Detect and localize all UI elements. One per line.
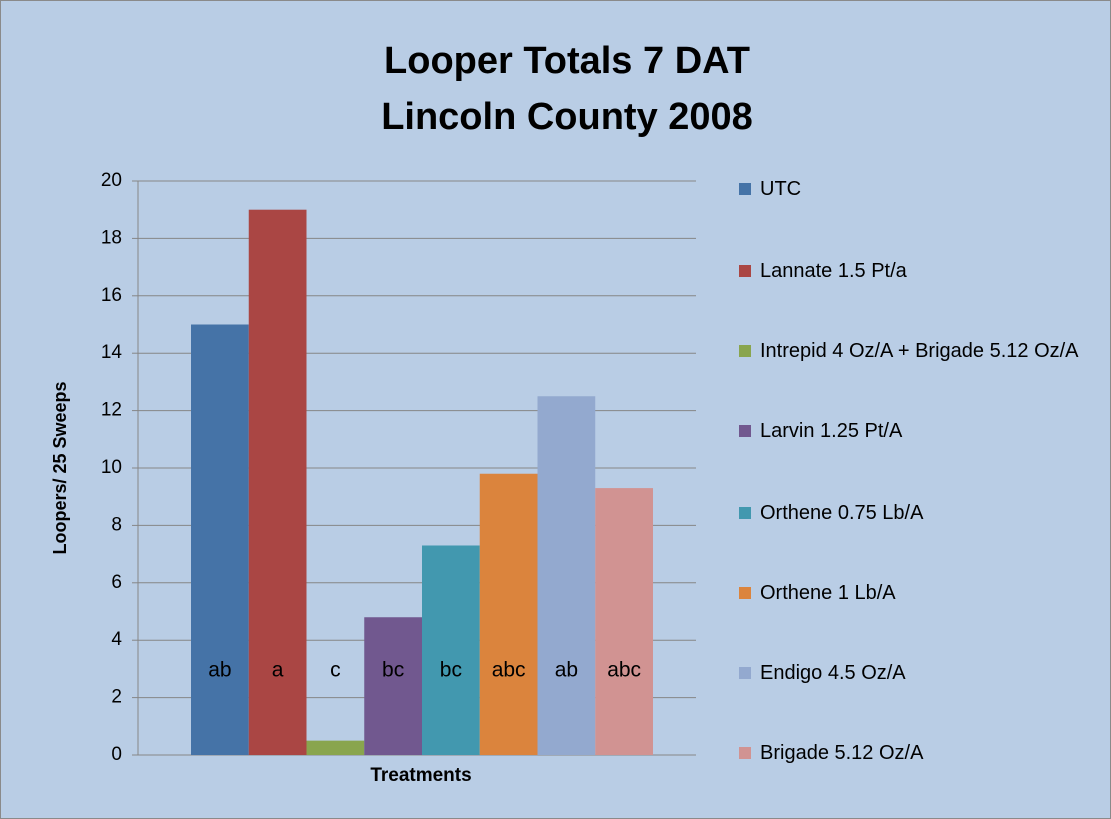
bar-annotation: ab — [208, 659, 231, 682]
legend-entry: Brigade 5.12 Oz/A — [739, 738, 1099, 768]
legend-label: Orthene 1 Lb/A — [760, 582, 896, 604]
legend-swatch — [739, 667, 751, 679]
bar — [595, 488, 653, 755]
bar — [364, 617, 422, 755]
legend-label: UTC — [760, 178, 802, 200]
bar — [191, 324, 249, 755]
bar-annotation: a — [272, 659, 284, 682]
y-axis-title: Loopers/ 25 Sweeps — [50, 381, 70, 554]
legend-label: Orthene 0.75 Lb/A — [760, 502, 924, 524]
legend-entry: Endigo 4.5 Oz/A — [739, 658, 1099, 688]
y-tick-label: 4 — [111, 629, 122, 650]
legend-entry: Orthene 0.75 Lb/A — [739, 498, 1099, 528]
chart-title: Looper Totals 7 DAT — [384, 40, 750, 82]
legend-entry: UTC — [739, 174, 1099, 204]
bar-annotation: bc — [440, 659, 462, 682]
legend-entry: Lannate 1.5 Pt/a — [739, 256, 1099, 286]
bar — [479, 473, 538, 755]
y-tick-label: 12 — [101, 400, 122, 421]
bar-annotation: abc — [607, 659, 641, 682]
legend-swatch — [739, 747, 751, 759]
legend-label: Intrepid 4 Oz/A + Brigade 5.12 Oz/A — [760, 340, 1079, 362]
y-tick-label: 8 — [111, 514, 122, 535]
bar — [306, 740, 365, 755]
legend-swatch — [739, 183, 751, 195]
bar-annotation: bc — [382, 659, 404, 682]
bar — [537, 396, 596, 755]
legend-swatch — [739, 425, 751, 437]
y-tick-label: 2 — [111, 687, 122, 708]
legend-swatch — [739, 265, 751, 277]
y-tick-label: 20 — [101, 170, 122, 191]
legend-label: Endigo 4.5 Oz/A — [760, 662, 906, 684]
y-tick-label: 18 — [101, 227, 122, 248]
y-tick-label: 16 — [101, 285, 122, 306]
legend-entry: Orthene 1 Lb/A — [739, 578, 1099, 608]
y-tick-label: 10 — [101, 457, 122, 478]
bar-annotation: abc — [492, 659, 526, 682]
legend-swatch — [739, 345, 751, 357]
legend-swatch — [739, 587, 751, 599]
chart-title: Lincoln County 2008 — [381, 96, 753, 138]
legend-entry: Larvin 1.25 Pt/A — [739, 416, 1099, 446]
bar — [422, 545, 480, 755]
bar-annotation: ab — [555, 659, 578, 682]
y-tick-label: 0 — [111, 744, 122, 765]
bar-annotation: c — [330, 659, 341, 682]
x-axis-title: Treatments — [370, 765, 471, 786]
legend-entry: Intrepid 4 Oz/A + Brigade 5.12 Oz/A — [739, 336, 1099, 366]
bar — [248, 209, 307, 755]
legend-label: Larvin 1.25 Pt/A — [760, 420, 903, 442]
legend-swatch — [739, 507, 751, 519]
y-tick-label: 6 — [111, 572, 122, 593]
y-tick-label: 14 — [101, 342, 123, 363]
legend-label: Lannate 1.5 Pt/a — [760, 260, 907, 282]
legend-label: Brigade 5.12 Oz/A — [760, 742, 924, 764]
